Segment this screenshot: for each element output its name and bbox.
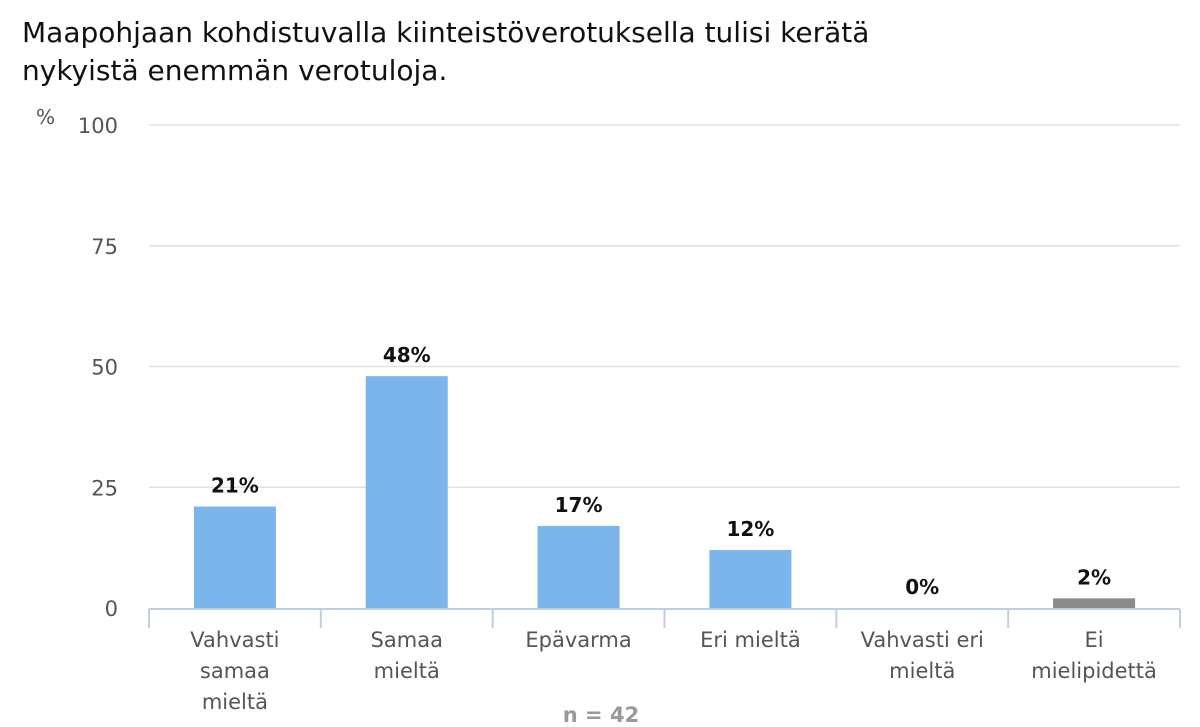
- x-category-label: mielipidettä: [1031, 659, 1157, 683]
- data-label: 17%: [555, 493, 603, 517]
- bar: [1053, 598, 1136, 608]
- gridlines: 0 25 50 75 100: [78, 114, 1180, 621]
- chart-title: Maapohjaan kohdistuvalla kiinteistöverot…: [22, 14, 1172, 90]
- chart-title-line-1: Maapohjaan kohdistuvalla kiinteistöverot…: [22, 16, 870, 49]
- y-axis-unit-label: %: [36, 105, 55, 129]
- x-axis: Vahvasti samaa mieltä Samaa mieltä Epävarma Er…: [148, 608, 1181, 714]
- data-label: 0%: [905, 575, 939, 599]
- x-category-label: Ei: [1085, 628, 1104, 652]
- x-category-label: Vahvasti eri: [861, 628, 984, 652]
- x-category-label: samaa: [200, 659, 270, 683]
- x-category-label: Eri mieltä: [700, 628, 801, 652]
- x-category-label: Epävarma: [525, 628, 631, 652]
- y-tick-label: 25: [91, 476, 118, 500]
- bar: [365, 376, 448, 608]
- bar: [709, 550, 792, 608]
- x-category-label: mieltä: [889, 659, 955, 683]
- bar: [537, 525, 620, 608]
- bar: [193, 506, 276, 608]
- data-label: 48%: [383, 343, 431, 367]
- data-labels: 21% 48% 17% 12% 0% 2%: [211, 343, 1111, 599]
- x-category-label: mieltä: [202, 690, 268, 714]
- x-category-label: Samaa: [371, 628, 443, 652]
- bars: [193, 376, 1136, 608]
- data-label: 2%: [1077, 565, 1111, 589]
- sample-size-note: n = 42: [563, 703, 639, 727]
- y-tick-label: 0: [105, 597, 118, 621]
- y-tick-label: 100: [78, 114, 118, 138]
- x-category-label: Vahvasti: [190, 628, 279, 652]
- x-category-label: mieltä: [374, 659, 440, 683]
- y-tick-label: 75: [91, 235, 118, 259]
- chart-title-line-2: nykyistä enemmän verotuloja.: [22, 54, 448, 87]
- data-label: 21%: [211, 474, 259, 498]
- y-tick-label: 50: [91, 356, 118, 380]
- data-label: 12%: [726, 517, 774, 541]
